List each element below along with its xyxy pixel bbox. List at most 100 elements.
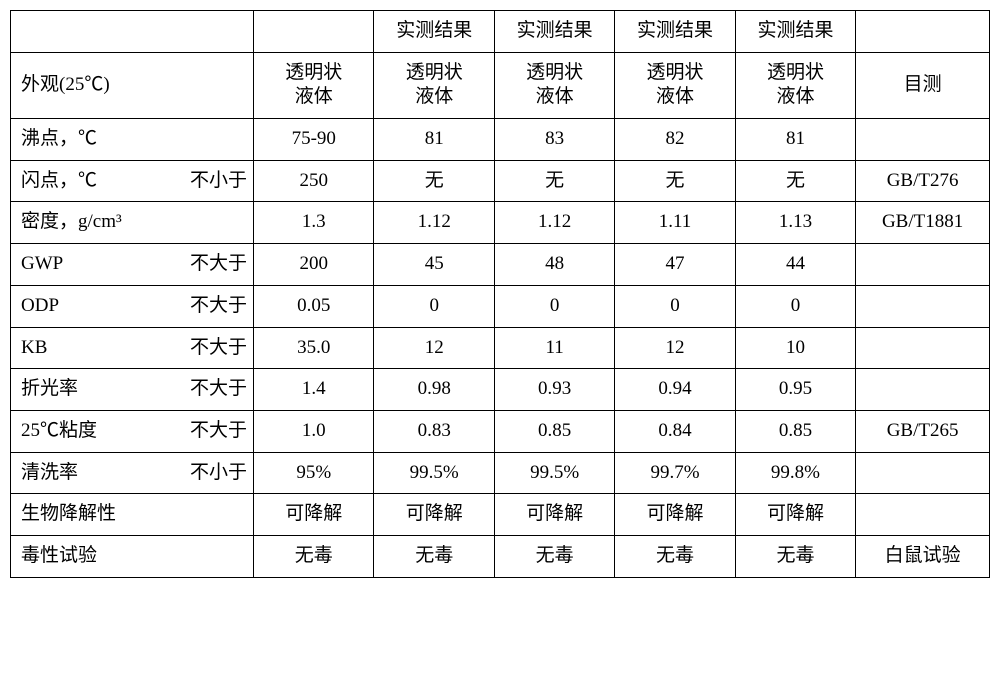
header-cell-result: 实测结果 — [374, 11, 494, 53]
table-cell: 0 — [615, 285, 735, 327]
table-row: GWP不大于20045484744 — [11, 244, 990, 286]
table-cell: 透明状液体 — [494, 52, 614, 118]
table-row: KB不大于35.012111210 — [11, 327, 990, 369]
table-cell: GB/T276 — [856, 160, 990, 202]
table-cell: 可降解 — [374, 494, 494, 536]
row-label: 密度，g/cm³ — [11, 202, 254, 244]
table-cell: 1.3 — [254, 202, 374, 244]
header-cell-result: 实测结果 — [735, 11, 855, 53]
table-cell: 1.4 — [254, 369, 374, 411]
row-label: 生物降解性 — [11, 494, 254, 536]
table-cell: 12 — [615, 327, 735, 369]
table-row: 25℃粘度不大于1.00.830.850.840.85GB/T265 — [11, 410, 990, 452]
table-cell: 0.93 — [494, 369, 614, 411]
row-label: 清洗率不小于 — [11, 452, 254, 494]
row-label-text: ODP — [21, 294, 59, 319]
table-cell: 48 — [494, 244, 614, 286]
table-cell — [856, 327, 990, 369]
table-cell: 无毒 — [374, 535, 494, 577]
table-row: 折光率 不大于 1.40.980.930.940.95 — [11, 369, 990, 411]
row-label: 折光率 不大于 — [11, 369, 254, 411]
row-label: 沸点，℃ — [11, 119, 254, 161]
table-cell: 45 — [374, 244, 494, 286]
table-cell: 0 — [735, 285, 855, 327]
table-cell: 11 — [494, 327, 614, 369]
table-cell: 0 — [374, 285, 494, 327]
table-cell — [856, 285, 990, 327]
table-cell: 99.5% — [374, 452, 494, 494]
table-cell: 99.7% — [615, 452, 735, 494]
table-row: ODP不大于0.050000 — [11, 285, 990, 327]
table-cell: 47 — [615, 244, 735, 286]
table-cell: 44 — [735, 244, 855, 286]
table-cell: 35.0 — [254, 327, 374, 369]
row-label-text: 闪点，℃ — [21, 169, 97, 194]
row-label: KB 不大于 — [11, 327, 254, 369]
table-cell — [856, 494, 990, 536]
table-cell: 透明状液体 — [735, 52, 855, 118]
table-cell: 1.13 — [735, 202, 855, 244]
table-row: 外观(25℃)透明状液体透明状液体透明状液体透明状液体透明状液体目测 — [11, 52, 990, 118]
row-label-text: GWP — [21, 252, 63, 277]
table-row: 清洗率不小于95%99.5%99.5%99.7%99.8% — [11, 452, 990, 494]
table-cell: 透明状液体 — [374, 52, 494, 118]
header-cell-result: 实测结果 — [494, 11, 614, 53]
table-row: 毒性试验无毒无毒无毒无毒无毒白鼠试验 — [11, 535, 990, 577]
table-cell: 无 — [494, 160, 614, 202]
table-cell: 75-90 — [254, 119, 374, 161]
header-cell-empty — [11, 11, 254, 53]
table-cell: 无毒 — [494, 535, 614, 577]
table-cell: 95% — [254, 452, 374, 494]
table-cell: 1.11 — [615, 202, 735, 244]
row-qualifier: 不小于 — [190, 169, 247, 194]
table-cell: 无 — [735, 160, 855, 202]
row-label: 25℃粘度 不大于 — [11, 410, 254, 452]
table-cell: GB/T1881 — [856, 202, 990, 244]
table-cell: 81 — [374, 119, 494, 161]
table-cell: 0.94 — [615, 369, 735, 411]
table-cell: GB/T265 — [856, 410, 990, 452]
table-cell — [856, 452, 990, 494]
table-row: 闪点，℃不小于250无无无无GB/T276 — [11, 160, 990, 202]
row-qualifier: 不大于 — [190, 336, 247, 361]
table-cell: 可降解 — [615, 494, 735, 536]
table-row: 生物降解性可降解可降解可降解可降解可降解 — [11, 494, 990, 536]
table-cell: 透明状液体 — [254, 52, 374, 118]
table-cell: 0.95 — [735, 369, 855, 411]
table-cell: 0.98 — [374, 369, 494, 411]
table-cell: 无毒 — [615, 535, 735, 577]
table-row: 沸点，℃75-9081838281 — [11, 119, 990, 161]
table-cell: 可降解 — [254, 494, 374, 536]
row-qualifier: 不大于 — [190, 294, 247, 319]
table-cell: 12 — [374, 327, 494, 369]
row-label-text: KB — [21, 336, 47, 361]
table-cell — [856, 119, 990, 161]
table-cell: 0.85 — [494, 410, 614, 452]
table-cell: 目测 — [856, 52, 990, 118]
row-label: 闪点，℃ 不小于 — [11, 160, 254, 202]
header-cell-result: 实测结果 — [615, 11, 735, 53]
table-cell: 99.8% — [735, 452, 855, 494]
row-qualifier: 不小于 — [190, 461, 247, 486]
table-cell — [856, 369, 990, 411]
row-label: 外观(25℃) — [11, 52, 254, 118]
table-cell: 1.12 — [374, 202, 494, 244]
table-cell: 99.5% — [494, 452, 614, 494]
header-cell-empty — [254, 11, 374, 53]
table-cell: 0.85 — [735, 410, 855, 452]
header-cell-empty — [856, 11, 990, 53]
row-label-text: 25℃粘度 — [21, 419, 97, 444]
row-label: 毒性试验 — [11, 535, 254, 577]
data-table: 实测结果 实测结果 实测结果 实测结果 外观(25℃)透明状液体透明状液体透明状… — [10, 10, 990, 578]
row-label-text: 折光率 — [21, 377, 78, 402]
row-label: ODP 不大于 — [11, 285, 254, 327]
table-cell: 82 — [615, 119, 735, 161]
table-cell: 无毒 — [254, 535, 374, 577]
table-cell: 83 — [494, 119, 614, 161]
row-qualifier: 不大于 — [190, 419, 247, 444]
table-cell: 可降解 — [735, 494, 855, 536]
row-label: GWP不大于 — [11, 244, 254, 286]
table-cell: 白鼠试验 — [856, 535, 990, 577]
row-qualifier: 不大于 — [190, 377, 247, 402]
table-cell: 1.12 — [494, 202, 614, 244]
